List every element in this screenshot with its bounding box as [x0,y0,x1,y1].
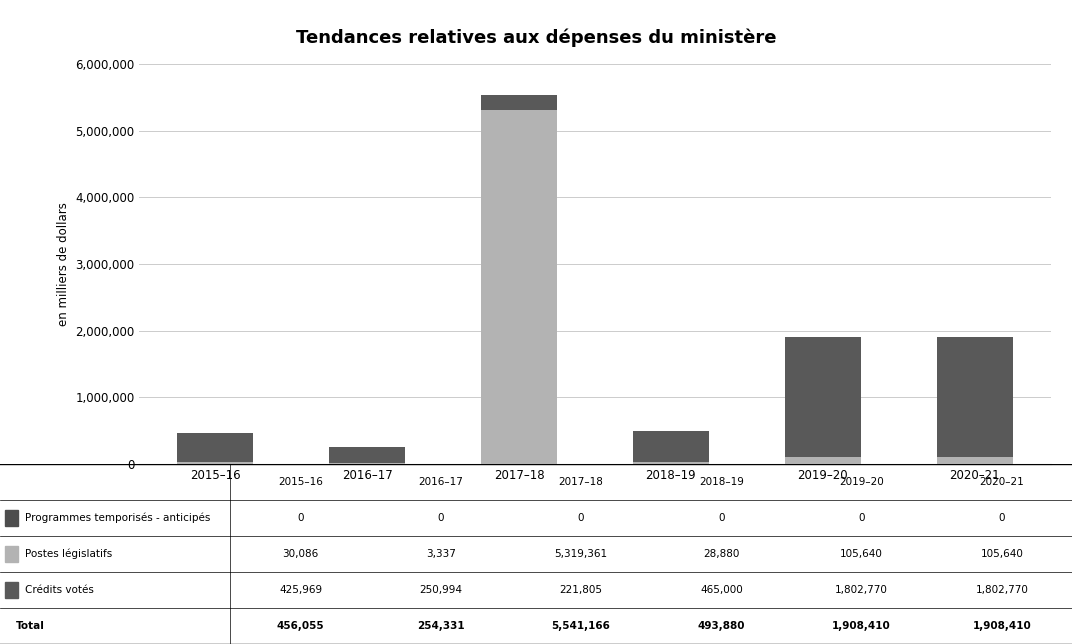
Bar [632,431,709,462]
Bar [5,582,18,598]
Bar [632,462,709,464]
Bar [481,95,557,109]
Text: 254,331: 254,331 [417,621,464,631]
Text: 1,802,770: 1,802,770 [835,585,888,595]
Text: 2017–18: 2017–18 [559,477,604,487]
Text: 0: 0 [718,513,725,523]
Bar [329,447,405,464]
Text: 0: 0 [437,513,444,523]
Bar [177,433,253,462]
Text: Postes législatifs: Postes législatifs [25,549,111,559]
Bar [785,337,861,457]
Bar [177,462,253,464]
Text: 5,541,166: 5,541,166 [552,621,611,631]
Text: 28,880: 28,880 [703,549,740,559]
Text: 250,994: 250,994 [419,585,462,595]
Text: Tendances relatives aux dépenses du ministère: Tendances relatives aux dépenses du mini… [296,29,776,48]
Bar [937,457,1013,464]
Text: 1,908,410: 1,908,410 [972,621,1031,631]
Text: 221,805: 221,805 [560,585,602,595]
Bar [5,509,18,526]
Bar [785,457,861,464]
Text: 1,802,770: 1,802,770 [976,585,1028,595]
Text: 5,319,361: 5,319,361 [554,549,608,559]
Text: 456,055: 456,055 [277,621,325,631]
Text: 493,880: 493,880 [698,621,745,631]
Text: 30,086: 30,086 [283,549,318,559]
Text: 105,640: 105,640 [981,549,1024,559]
Text: 0: 0 [859,513,865,523]
Bar [481,109,557,464]
Bar [5,545,18,562]
Text: Programmes temporisés - anticipés: Programmes temporisés - anticipés [25,513,210,523]
Text: 0: 0 [578,513,584,523]
Text: 0: 0 [999,513,1006,523]
Text: 105,640: 105,640 [840,549,883,559]
Text: 2020–21: 2020–21 [980,477,1024,487]
Text: 2016–17: 2016–17 [418,477,463,487]
Text: 2015–16: 2015–16 [278,477,323,487]
Text: 1,908,410: 1,908,410 [832,621,891,631]
Text: 0: 0 [297,513,303,523]
Text: 2019–20: 2019–20 [839,477,884,487]
Y-axis label: en milliers de dollars: en milliers de dollars [57,202,70,326]
Text: 3,337: 3,337 [426,549,456,559]
Text: Crédits votés: Crédits votés [25,585,93,595]
Bar [937,337,1013,457]
Text: Total: Total [16,621,45,631]
Text: 425,969: 425,969 [279,585,323,595]
Text: 465,000: 465,000 [700,585,743,595]
Text: 2018–19: 2018–19 [699,477,744,487]
